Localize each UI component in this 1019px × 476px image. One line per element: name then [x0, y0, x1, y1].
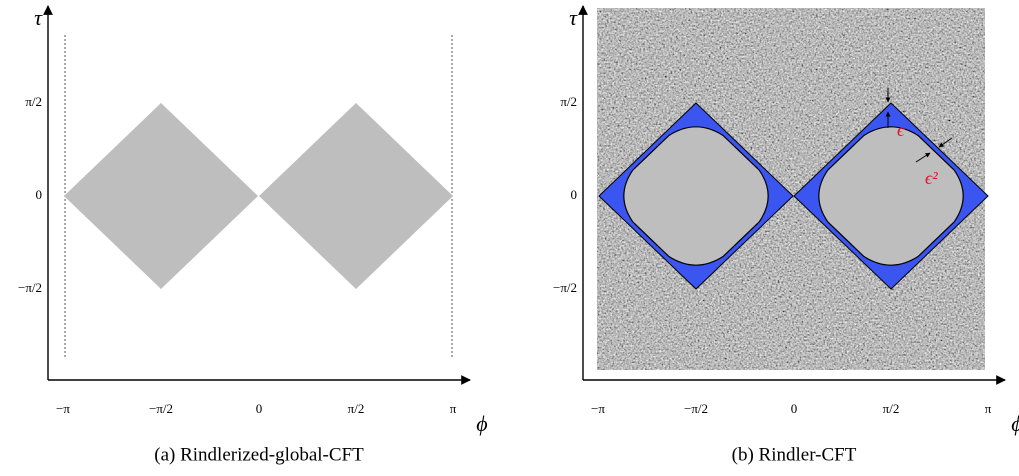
- x-tick-label: π/2: [348, 401, 365, 416]
- x-tick-label: −π/2: [149, 401, 173, 416]
- caption: (a) Rindlerized-global-CFT: [154, 444, 364, 465]
- y-tick-label: 0: [36, 187, 43, 202]
- y-axis-label: τ: [34, 5, 43, 30]
- diamond: [259, 103, 453, 289]
- x-axis-label: ϕ: [476, 411, 487, 436]
- x-tick-label: −π: [591, 401, 605, 416]
- x-tick-label: 0: [791, 401, 798, 416]
- y-tick-label: 0: [571, 187, 578, 202]
- diagram-layer: τ ϕ π/2 0 −π/2 −π −π/2 0 π/2 π (a) Rindlerized-glo…: [18, 5, 1019, 465]
- diamond: [64, 103, 258, 289]
- figure: τ ϕ π/2 0 −π/2 −π −π/2 0 π/2 π (a) Rindlerized-glo…: [0, 0, 1019, 476]
- annotation-epsilon-squared: ϵ²: [925, 168, 938, 188]
- x-tick-label: 0: [256, 401, 263, 416]
- y-tick-label: −π/2: [553, 280, 577, 295]
- x-tick-label: −π: [56, 401, 70, 416]
- y-axis-label: τ: [569, 5, 578, 30]
- x-tick-label: −π/2: [684, 401, 708, 416]
- annotation-epsilon: ϵ: [897, 120, 905, 140]
- x-tick-label: π: [985, 401, 992, 416]
- y-tick-label: −π/2: [18, 280, 42, 295]
- x-tick-label: π: [450, 401, 457, 416]
- caption: (b) Rindler-CFT: [732, 444, 857, 465]
- y-tick-label: π/2: [560, 94, 577, 109]
- y-tick-label: π/2: [25, 94, 42, 109]
- x-axis-label: ϕ: [1011, 411, 1019, 436]
- x-tick-label: π/2: [883, 401, 900, 416]
